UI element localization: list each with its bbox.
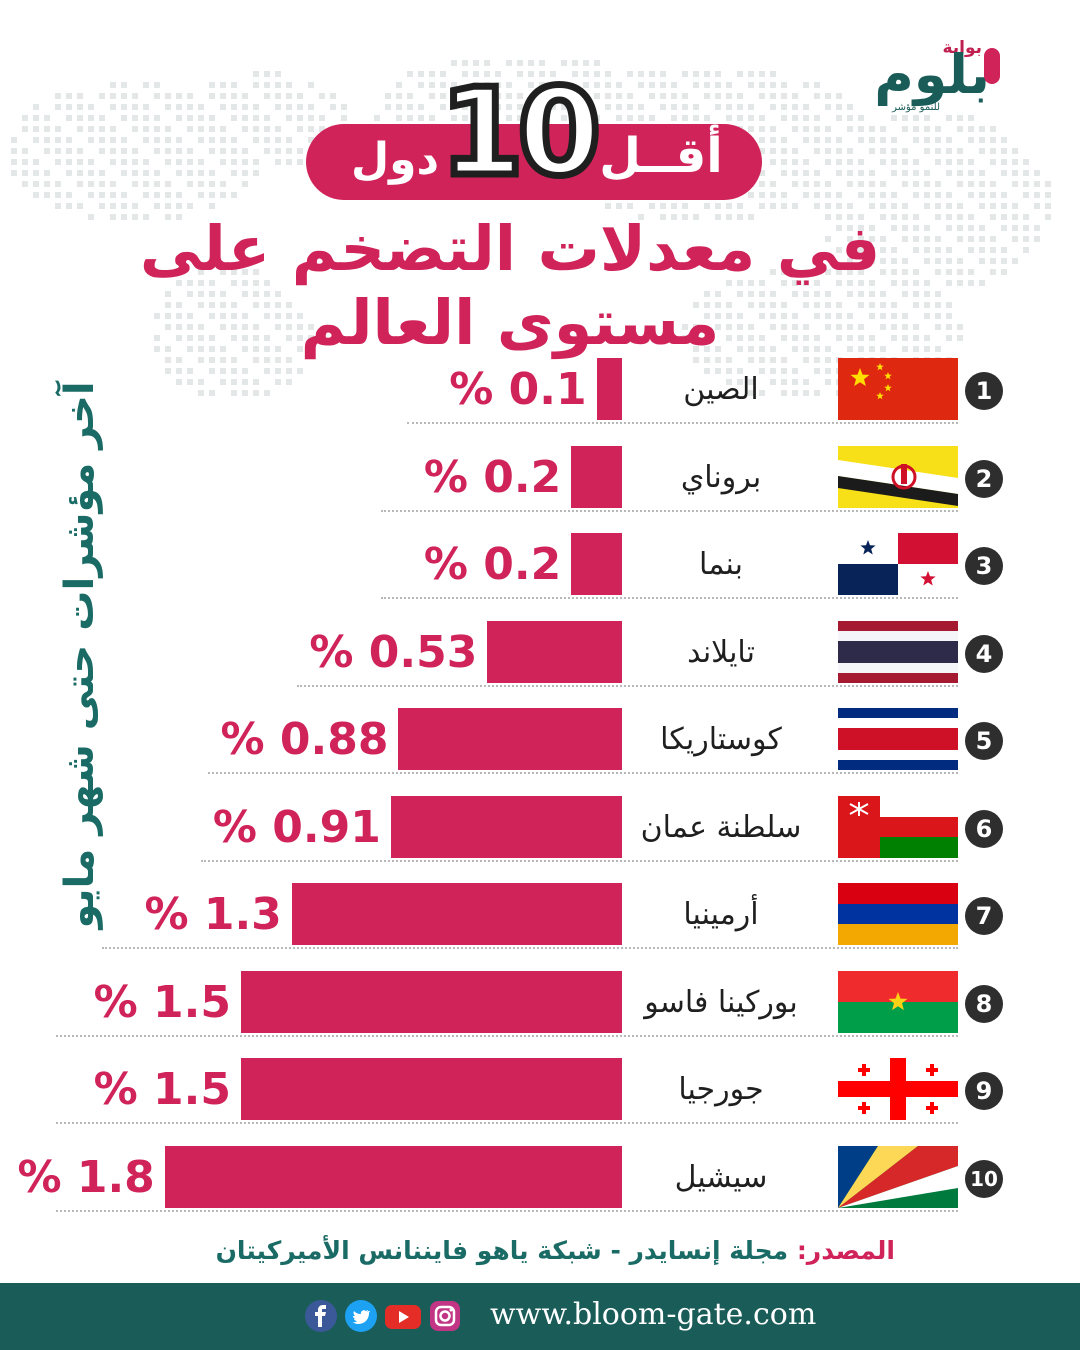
value-label: % 1.5 bbox=[93, 976, 231, 1028]
chart-row: 4 تايلاند % 0.53 bbox=[0, 620, 1080, 709]
country-name: تايلاند bbox=[687, 634, 755, 670]
rank-badge: 5 bbox=[965, 722, 1003, 760]
chart-row: 2 بروناي % 0.2 bbox=[0, 445, 1080, 534]
row-divider bbox=[101, 947, 958, 949]
brand-name: بلوم bbox=[874, 43, 990, 106]
website-url[interactable]: www.bloom-gate.com bbox=[490, 1297, 817, 1332]
value-label: % 1.8 bbox=[17, 1151, 155, 1203]
row-divider bbox=[381, 597, 958, 599]
bar bbox=[487, 620, 622, 683]
value-label: % 0.53 bbox=[309, 626, 478, 678]
country-name: سيشيل bbox=[674, 1159, 768, 1195]
oman-flag bbox=[838, 795, 958, 858]
chart-row: 9 جورجيا % 1.5 bbox=[0, 1058, 1080, 1146]
thailand-flag bbox=[838, 620, 958, 683]
burkina-faso-flag bbox=[838, 970, 958, 1033]
youtube-icon[interactable] bbox=[384, 1299, 422, 1333]
value-label: % 0.2 bbox=[423, 451, 562, 503]
value-label: % 1.5 bbox=[93, 1064, 231, 1115]
source-text: مجلة إنسايدر - شبكة ياهو فايننانس الأمير… bbox=[215, 1236, 789, 1265]
brunei-flag bbox=[838, 445, 958, 508]
page-title: في معدلات التضخم على مستوى العالم bbox=[139, 212, 881, 360]
source-label: المصدر: bbox=[796, 1236, 895, 1265]
value-label: % 0.2 bbox=[423, 539, 562, 590]
country-name: بوركينا فاسو bbox=[644, 984, 798, 1020]
row-divider bbox=[406, 422, 958, 424]
chart-row: 6 سلطنة عمان % 0.91 bbox=[0, 795, 1080, 884]
chart-row: 10 سيشيل % 1.8 bbox=[0, 1145, 1080, 1234]
chart-row: 3 بنما % 0.2 bbox=[0, 533, 1080, 621]
twitter-icon[interactable] bbox=[344, 1299, 378, 1333]
bar bbox=[596, 358, 622, 420]
source-line: المصدر: مجلة إنسايدر - شبكة ياهو فايننان… bbox=[180, 1236, 895, 1265]
bar bbox=[241, 970, 622, 1033]
row-divider bbox=[200, 859, 958, 862]
value-label: % 0.88 bbox=[220, 714, 389, 765]
brand-mic-icon bbox=[984, 48, 1000, 84]
row-divider bbox=[208, 772, 958, 774]
armenia-flag bbox=[838, 883, 958, 945]
chart-row: 1 الصين % 0.1 bbox=[0, 358, 1080, 446]
bar bbox=[241, 1058, 622, 1120]
country-name: الصين bbox=[683, 372, 759, 407]
footer: www.bloom-gate.com bbox=[0, 1283, 1080, 1350]
bar bbox=[390, 795, 622, 858]
rank-badge: 6 bbox=[965, 809, 1003, 848]
country-name: سلطنة عمان bbox=[640, 809, 802, 845]
title-pill bbox=[306, 124, 762, 200]
rank-badge: 10 bbox=[965, 1159, 1003, 1198]
title-number: 10 bbox=[437, 64, 605, 203]
rank-badge: 8 bbox=[965, 984, 1003, 1023]
rank-badge: 9 bbox=[965, 1072, 1003, 1110]
country-name: جورجيا bbox=[678, 1072, 764, 1107]
rank-badge: 3 bbox=[965, 547, 1003, 585]
bar bbox=[571, 445, 622, 508]
brand-tagline: للنمو مؤشر bbox=[892, 102, 940, 113]
bar bbox=[571, 533, 622, 595]
bar bbox=[164, 1145, 622, 1208]
rank-badge: 1 bbox=[965, 372, 1003, 410]
country-name: بروناي bbox=[680, 459, 762, 495]
row-divider bbox=[56, 1034, 958, 1037]
brand-small-text: بوابة bbox=[942, 38, 982, 58]
row-divider bbox=[297, 684, 958, 687]
china-flag bbox=[838, 358, 958, 420]
seychelles-flag bbox=[838, 1145, 958, 1208]
value-label: % 1.3 bbox=[144, 889, 282, 940]
bar bbox=[291, 883, 622, 945]
chart-row: 8 بوركينا فاسو % 1.5 bbox=[0, 970, 1080, 1059]
panama-flag bbox=[838, 533, 958, 595]
value-label: % 0.1 bbox=[449, 364, 587, 415]
row-divider bbox=[381, 509, 958, 512]
row-divider bbox=[56, 1122, 958, 1124]
value-label: % 0.91 bbox=[212, 801, 381, 853]
country-name: أرمينيا bbox=[683, 897, 759, 932]
title-countries: دول bbox=[350, 134, 440, 185]
bar bbox=[398, 708, 622, 770]
country-name: بنما bbox=[699, 547, 743, 582]
title-few: أقــل bbox=[599, 128, 723, 184]
facebook-icon[interactable] bbox=[304, 1299, 338, 1333]
georgia-flag bbox=[838, 1058, 958, 1120]
chart-row: 5 كوستاريكا % 0.88 bbox=[0, 708, 1080, 796]
rank-badge: 2 bbox=[965, 459, 1003, 498]
rank-badge: 4 bbox=[965, 634, 1003, 673]
costa-rica-flag bbox=[838, 708, 958, 770]
row-divider bbox=[56, 1209, 958, 1212]
chart-row: 7 أرمينيا % 1.3 bbox=[0, 883, 1080, 971]
instagram-icon[interactable] bbox=[428, 1299, 462, 1333]
brand-logo: بوابة بلوم للنمو مؤشر bbox=[860, 38, 1010, 118]
rank-badge: 7 bbox=[965, 897, 1003, 935]
country-name: كوستاريكا bbox=[660, 722, 782, 757]
